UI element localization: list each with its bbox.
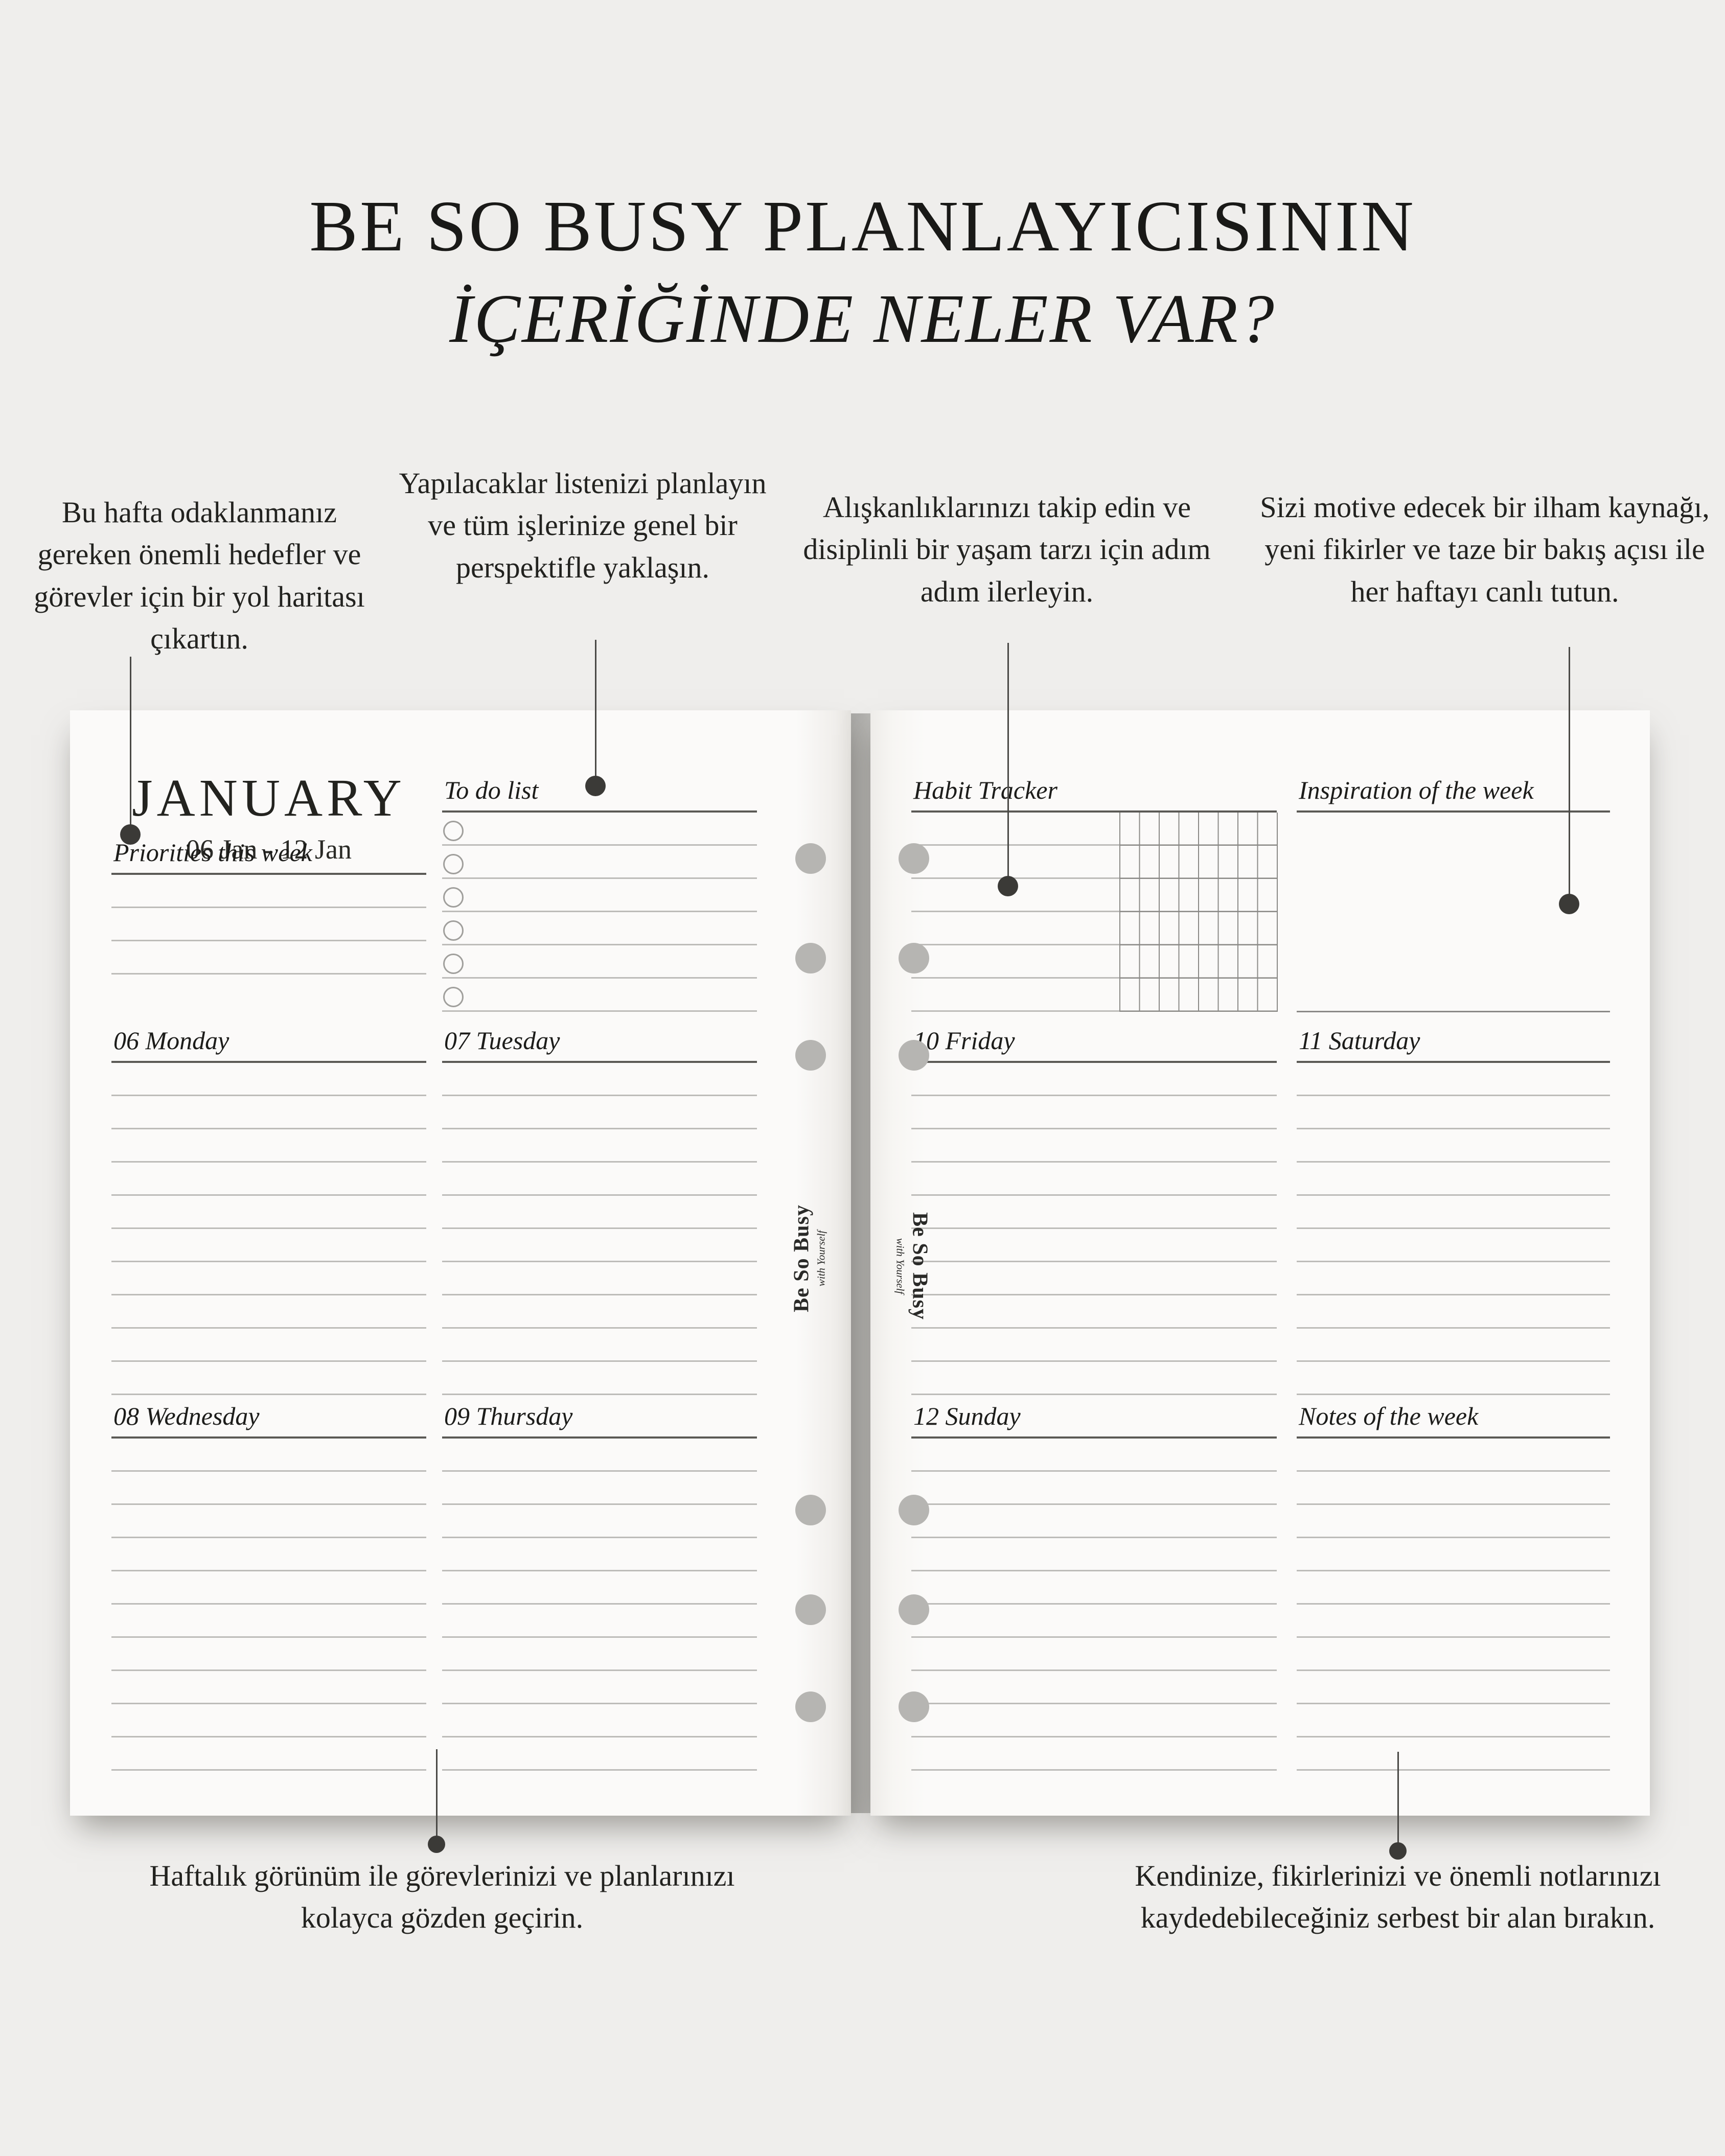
annotation-weekly-view: Haftalık görünüm ile görevlerinizi ve pl…: [149, 1859, 735, 1935]
brand-tagline: with Yourself: [894, 1238, 907, 1294]
ruled-lines: [442, 1438, 757, 1771]
section-notes: Notes of the week: [1297, 1402, 1610, 1771]
todo-checkbox[interactable]: [443, 820, 464, 841]
planner-page-left: JANUARY 06 Jan - 12 Jan Priorities this …: [70, 710, 851, 1816]
section-wednesday-label: 08 Wednesday: [111, 1402, 426, 1439]
pointer-dot-todo: [585, 776, 606, 796]
section-inspiration-label: Inspiration of the week: [1297, 776, 1610, 813]
section-habit-label: Habit Tracker: [911, 776, 1277, 813]
binder-hole: [899, 1495, 929, 1525]
binder-hole: [899, 1040, 929, 1071]
ruled-lines: [911, 1438, 1277, 1771]
annotation-priorities: Bu hafta odaklanmanız gereken önemli hed…: [34, 496, 365, 656]
binder-hole: [795, 943, 826, 973]
pointer-line-todo: [595, 640, 596, 782]
habit-rows: [911, 812, 1278, 1012]
binder-hole: [899, 943, 929, 973]
binder-hole: [899, 1691, 929, 1722]
section-inspiration: Inspiration of the week: [1297, 776, 1610, 1012]
section-priorities-label: Priorities this week: [111, 838, 426, 875]
ruled-lines: [1297, 1438, 1610, 1771]
section-tuesday-label: 07 Tuesday: [442, 1026, 757, 1063]
todo-checkbox[interactable]: [443, 953, 464, 974]
ruled-lines: [442, 1062, 757, 1395]
section-friday: 10 Friday: [911, 1026, 1277, 1395]
inspiration-space: [1297, 813, 1610, 1012]
section-monday: 06 Monday: [111, 1026, 426, 1395]
todo-rows: [442, 812, 757, 1012]
section-tuesday: 07 Tuesday: [442, 1026, 757, 1395]
pointer-line-notes: [1397, 1752, 1399, 1848]
section-saturday-label: 11 Saturday: [1297, 1026, 1610, 1063]
ruled-lines: [111, 874, 426, 975]
annotation-todo-list: Yapılacaklar listenizi planlayın ve tüm …: [399, 467, 767, 584]
pointer-dot-habit: [998, 876, 1018, 896]
section-saturday: 11 Saturday: [1297, 1026, 1610, 1395]
page-title-line2: İÇERİĞİNDE NELER VAR?: [449, 281, 1276, 357]
brand-logo: Be So Busy with Yourself: [790, 1202, 828, 1315]
pointer-line-priorities: [130, 657, 131, 830]
binder-hole: [795, 1594, 826, 1625]
page-title-line1: BE SO BUSY PLANLAYICISININ: [309, 186, 1416, 266]
month-header: JANUARY 06 Jan - 12 Jan: [111, 768, 426, 865]
section-thursday-label: 09 Thursday: [442, 1402, 757, 1439]
section-wednesday: 08 Wednesday: [111, 1402, 426, 1771]
pointer-dot-notes: [1389, 1842, 1407, 1860]
binder-hole: [795, 1495, 826, 1525]
habit-grid: [1119, 812, 1278, 1012]
brand-logo: Be So Busy with Yourself: [894, 1210, 932, 1323]
brand-name: Be So Busy: [908, 1212, 932, 1320]
pointer-dot-weekly-view: [428, 1836, 445, 1853]
annotation-habit-tracker: Alışkanlıklarınızı takip edin ve disipli…: [803, 491, 1211, 608]
binder-hole: [899, 843, 929, 874]
brand-name: Be So Busy: [790, 1204, 814, 1312]
section-monday-label: 06 Monday: [111, 1026, 426, 1063]
date-range: 06 Jan - 12 Jan: [186, 834, 352, 865]
planner-page-right: Habit Tracker Inspiration of the week 10…: [870, 710, 1650, 1816]
page-title: BE SO BUSY PLANLAYICISININ İÇERİĞİNDE NE…: [0, 184, 1725, 359]
section-thursday: 09 Thursday: [442, 1402, 757, 1771]
section-priorities: Priorities this week: [111, 838, 426, 975]
pointer-line-weekly-view: [436, 1749, 438, 1841]
annotation-inspiration: Sizi motive edecek bir ilham kaynağı, ye…: [1260, 491, 1710, 608]
binder-spine: [850, 713, 871, 1813]
binder-hole: [795, 1691, 826, 1722]
todo-checkbox[interactable]: [443, 986, 464, 1007]
section-notes-label: Notes of the week: [1297, 1402, 1610, 1439]
section-todo-label: To do list: [442, 776, 757, 813]
section-todo-list: To do list: [442, 776, 757, 1012]
pointer-dot-priorities: [120, 824, 141, 845]
section-sunday-label: 12 Sunday: [911, 1402, 1277, 1439]
month-title: JANUARY: [132, 769, 406, 827]
ruled-lines: [911, 1062, 1277, 1395]
binder-hole: [899, 1594, 929, 1625]
ruled-lines: [111, 1438, 426, 1771]
binder-hole: [795, 843, 826, 874]
section-friday-label: 10 Friday: [911, 1026, 1277, 1063]
brand-tagline: with Yourself: [815, 1230, 827, 1287]
todo-checkbox[interactable]: [443, 853, 464, 874]
todo-checkbox[interactable]: [443, 920, 464, 941]
pointer-dot-inspiration: [1559, 894, 1579, 914]
ruled-lines: [111, 1062, 426, 1395]
section-sunday: 12 Sunday: [911, 1402, 1277, 1771]
ruled-lines: [1297, 1062, 1610, 1395]
binder-hole: [795, 1040, 826, 1071]
todo-checkbox[interactable]: [443, 887, 464, 908]
pointer-line-inspiration: [1569, 647, 1570, 900]
pointer-line-habit: [1007, 643, 1009, 882]
annotation-notes-area: Kendinize, fikirlerinizi ve önemli notla…: [1135, 1859, 1661, 1935]
section-habit-tracker: Habit Tracker: [911, 776, 1278, 1012]
